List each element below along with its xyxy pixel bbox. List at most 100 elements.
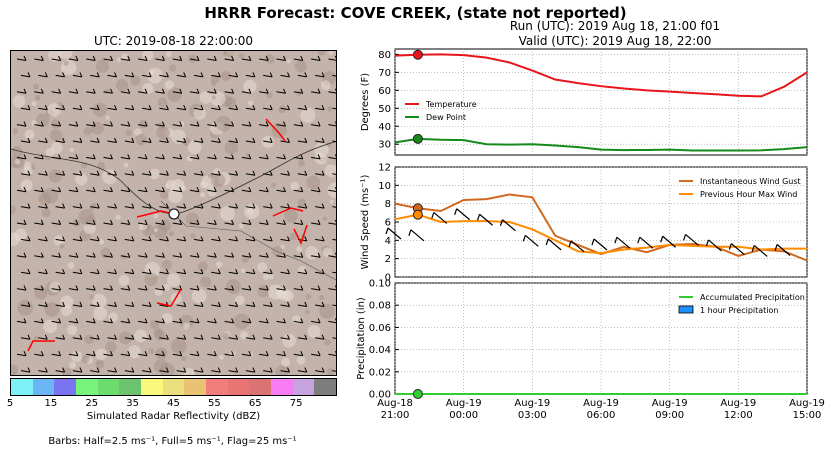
terrain-shade [324,338,331,346]
wind-barb [103,288,113,291]
wind-barb-flag [96,104,100,110]
terrain-shade [47,103,61,117]
wind-barb-flag [92,219,96,225]
wind-barb [142,304,152,307]
wind-barb [107,140,117,143]
wind-barb [38,370,48,373]
terrain-shade [215,115,232,132]
wind-barb [72,304,82,307]
wind-barb-flag [774,244,778,251]
wind-barb [332,337,336,339]
wind-barb-flag [131,367,135,373]
wind-barb-flag [183,72,187,78]
wind-barb [38,74,48,78]
wind-barb-flag [252,203,256,209]
wind-barb [138,91,148,94]
wind-barb [211,238,221,242]
wind-barb-flag [217,334,221,340]
wind-barb-flag [165,268,169,274]
wind-barb [103,91,113,94]
x-tick-label-time: 09:00 [655,410,684,421]
wind-barb-flag [144,186,148,192]
wind-barb [328,124,336,127]
wind-barb [90,370,100,373]
wind-barb [155,124,165,127]
terrain-shade [275,365,289,375]
terrain-shade [322,247,333,258]
wind-barb-flag [58,285,62,291]
terrain-shade [115,214,121,220]
wind-barb [155,91,165,94]
terrain-shade [125,129,133,137]
terrain-shade [185,212,199,226]
wind-barb-flag [144,318,148,324]
wind-barb-flag [213,318,217,324]
terrain-shade [326,141,332,147]
radar-echo-line [293,224,308,245]
wind-barb [138,58,148,61]
wind-barb [297,370,307,373]
wind-barb [90,74,100,78]
terrain-shade [105,341,117,353]
wind-barb [224,222,234,225]
wind-barb-flag [114,203,117,209]
wind-barb [193,107,204,111]
wind-barb [155,255,165,258]
wind-barb-flag [148,72,152,78]
wind-barb [189,156,200,160]
wind-barb [207,255,217,258]
wind-barb-flag [148,170,152,176]
terrain-shade [62,367,72,375]
wind-barb-flag [283,350,286,356]
terrain-shade [223,51,234,57]
terrain-shade [296,246,302,252]
wind-barb-flag [454,208,458,215]
wind-barb-flag [200,137,204,143]
terrain-shade [63,60,69,66]
wind-barb [211,74,221,78]
wind-barb-flag [62,72,66,78]
x-tick-label-time: 00:00 [449,410,478,421]
wind-barb-flag [110,88,113,94]
wind-barb [293,222,303,225]
wind-barb [142,74,152,78]
wind-barb-flag [287,137,290,143]
wind-barb [276,91,286,94]
terrain-shade [319,294,325,301]
wind-barb-flag [213,88,217,94]
wind-barb [241,156,251,160]
wind-barb-flag [231,154,235,160]
wind-barb-flag [545,238,549,246]
wind-barb-flag [200,203,204,209]
wind-barb-flag [44,236,48,242]
wind-barb-flag [62,104,66,110]
wind-barb-flag [231,186,235,192]
wind-barb [176,304,186,307]
radar-map[interactable] [10,50,337,376]
terrain-shade [193,107,206,120]
terrain-shade [50,119,61,129]
legend-label: 1 hour Precipitation [700,306,779,315]
wind-barb-flag [217,203,221,209]
colorbar-tick-label: 5 [6,398,14,409]
wind-barb [387,227,402,240]
barbs-legend-note: Barbs: Half=2.5 ms⁻¹, Full=5 ms⁻¹, Flag=… [48,436,297,447]
terrain-shade [168,64,177,72]
legend: Accumulated Precipitation 1 hour Precipit… [678,293,805,315]
wind-barb [280,304,290,307]
wind-barb-flag [183,367,187,373]
wind-barb-flag [161,121,165,127]
wind-barb [189,255,200,258]
wind-barb [172,320,182,324]
terrain-shade [67,261,75,269]
wind-barb-flag [317,186,321,192]
wind-barb-flag [40,350,44,356]
terrain-shade [182,322,191,330]
terrain-shade [58,51,73,60]
wind-barb-flag [431,212,435,219]
wind-barb-flag [196,252,200,258]
wind-barb [51,91,61,94]
wind-barb-flag [300,219,304,225]
wind-barb-flag [131,170,135,176]
